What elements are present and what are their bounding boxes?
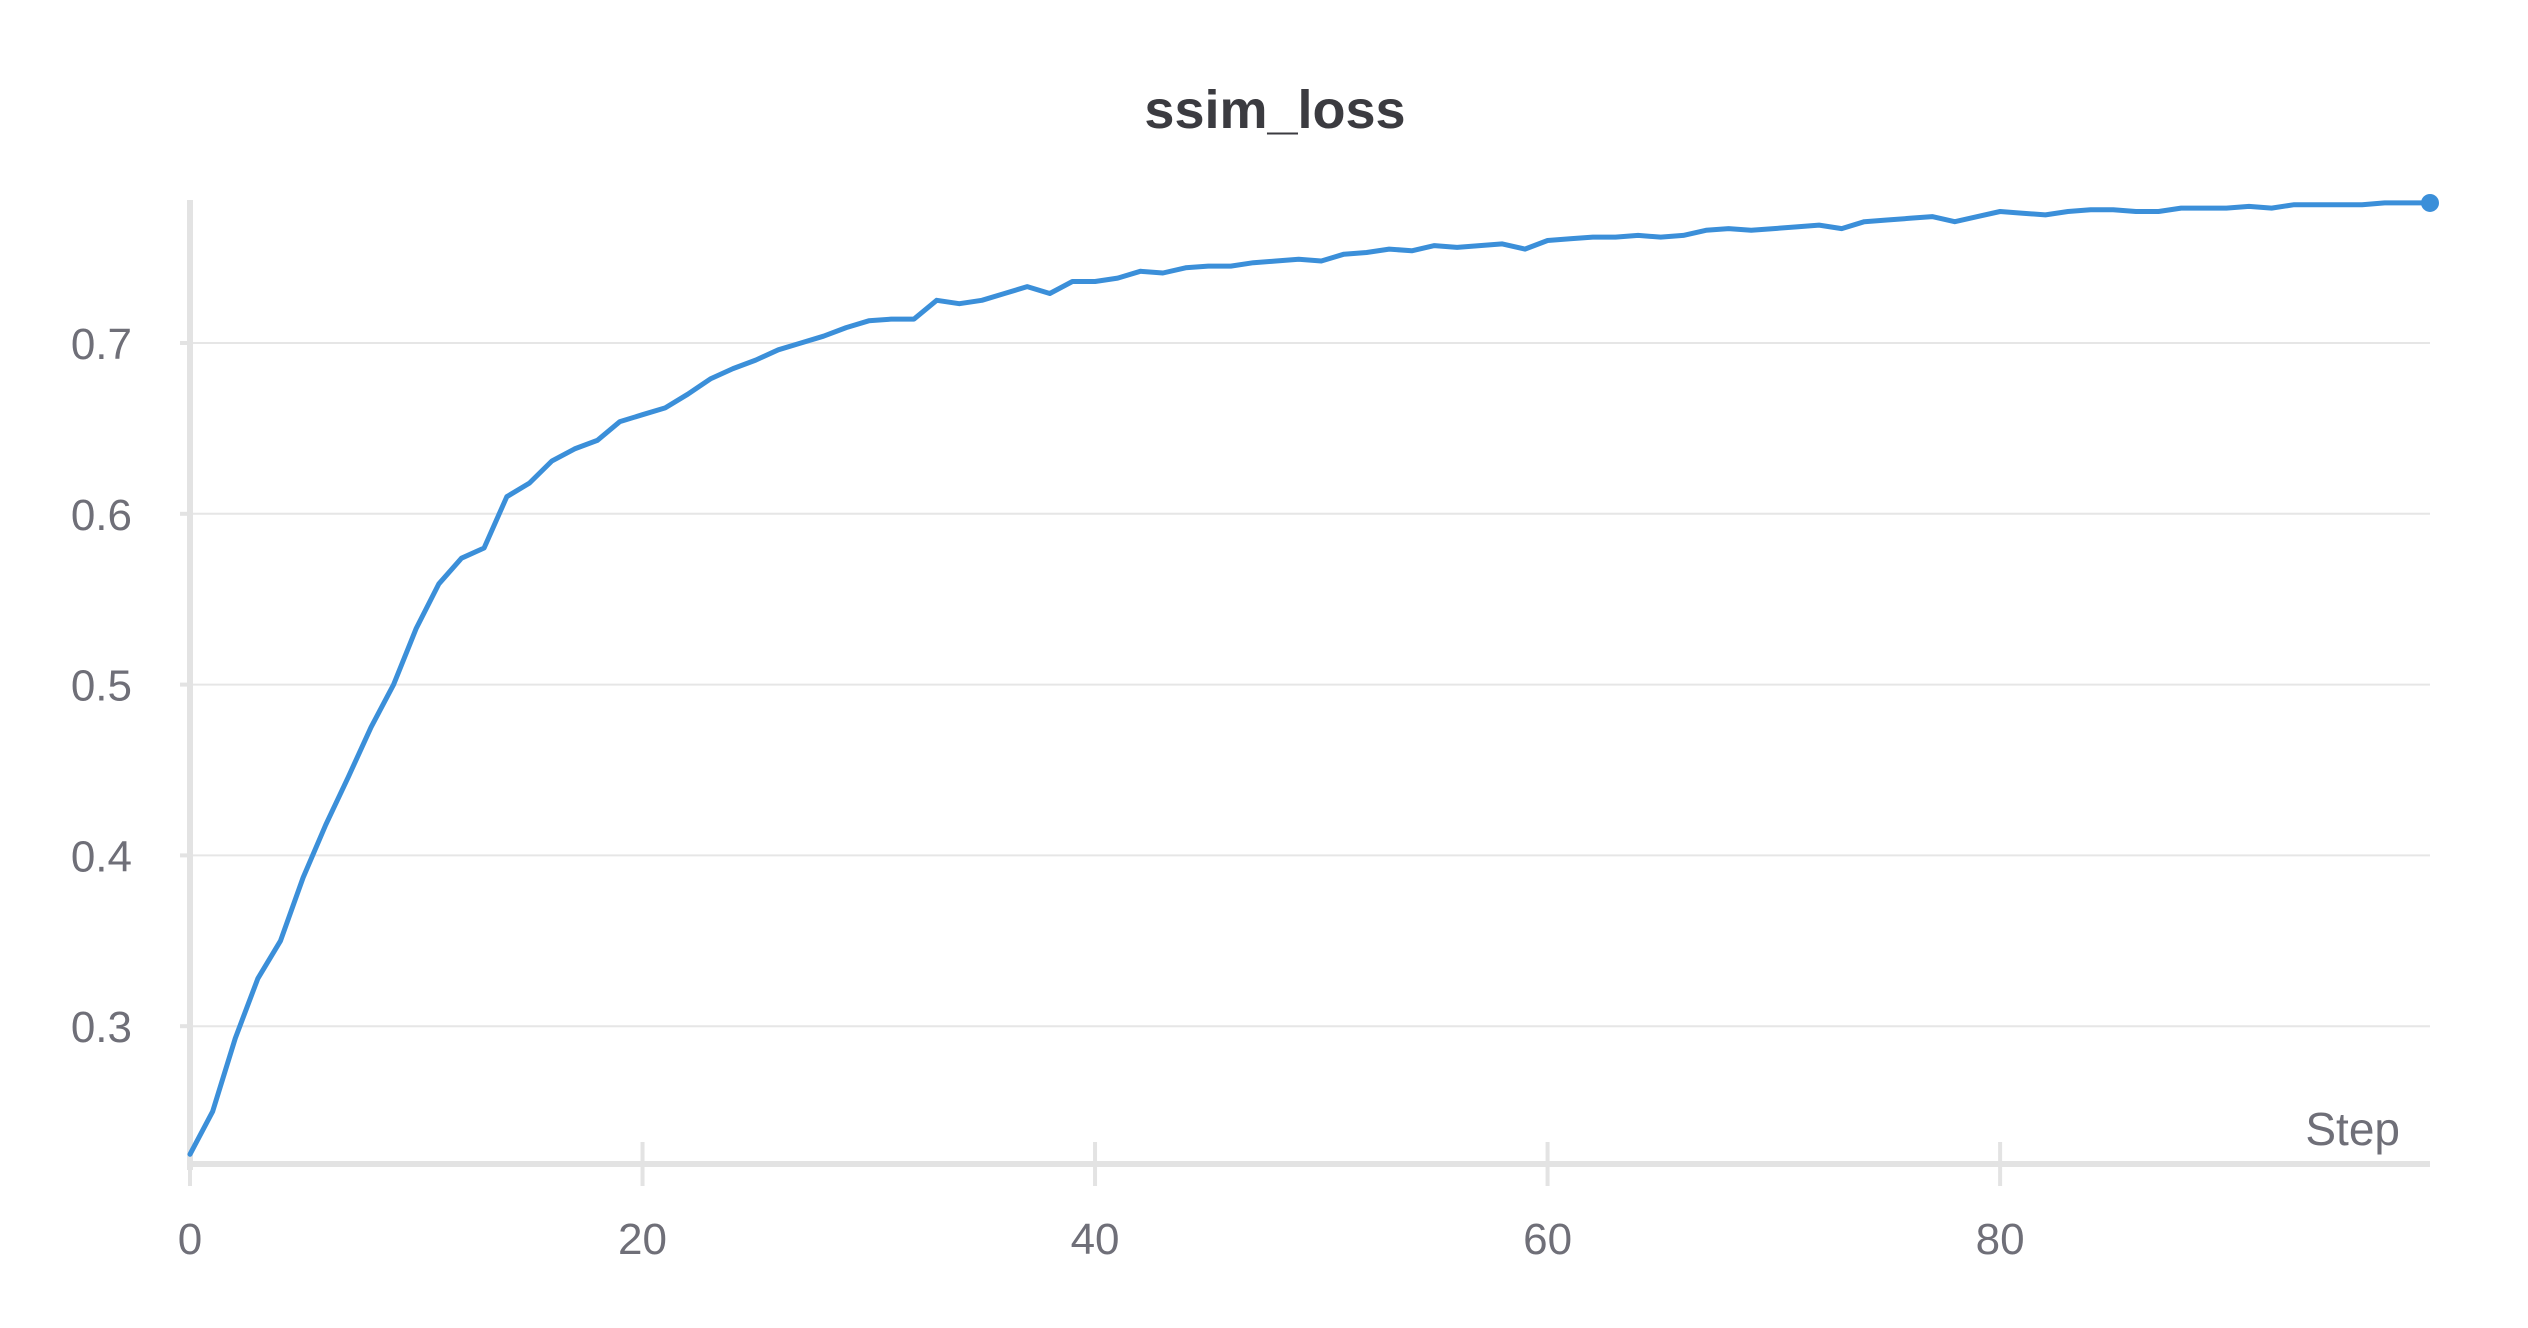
y-tick-label: 0.6 [71,491,132,540]
y-axis-ticks: 0.3 0.4 0.5 0.6 0.7 [71,320,190,1052]
chart-title: ssim_loss [1144,80,1405,140]
y-tick-label: 0.5 [71,662,132,711]
series-line[interactable] [187,200,2433,1157]
y-tick-label: 0.7 [71,320,132,369]
x-axis-ticks: 0 20 40 60 80 [178,1142,2025,1264]
x-tick-label: 0 [178,1215,202,1264]
x-tick-label: 60 [1523,1215,1572,1264]
x-tick-label: 40 [1071,1215,1120,1264]
series-lines[interactable] [187,193,2439,1157]
y-tick-label: 0.4 [71,832,132,881]
last-point-marker[interactable] [2421,193,2439,212]
grid-lines [190,342,2430,1028]
x-tick-label: 80 [1976,1215,2025,1264]
x-axis-label: Step [2305,1103,2400,1155]
x-tick-label: 20 [618,1215,667,1264]
y-tick-label: 0.3 [71,1003,132,1052]
